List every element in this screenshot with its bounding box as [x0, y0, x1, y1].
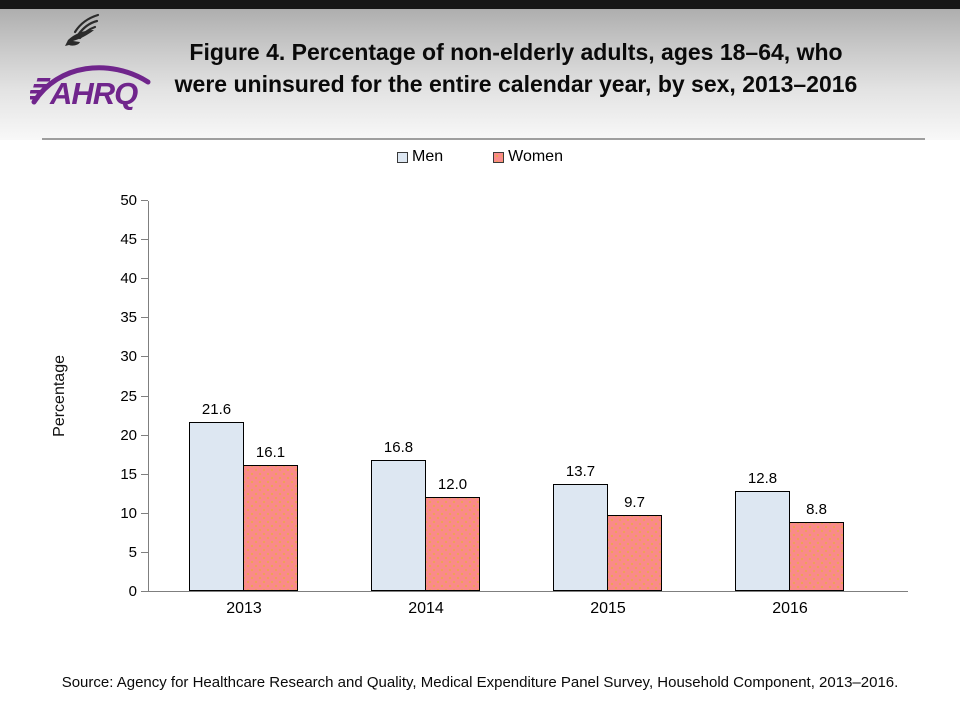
y-tick-label-45: 45	[120, 231, 137, 249]
y-tick-mark-35	[141, 317, 148, 319]
y-axis-title: Percentage	[51, 355, 68, 437]
y-tick-label-40: 40	[120, 270, 137, 288]
bar-women-2013	[243, 465, 298, 591]
top-black-bar	[0, 0, 960, 9]
bar-women-2014	[425, 497, 480, 591]
y-tick-mark-40	[141, 278, 148, 280]
value-label-men-2015: 13.7	[565, 463, 596, 480]
y-tick-mark-0	[141, 591, 148, 592]
value-label-women-2013: 16.1	[255, 444, 286, 461]
x-category-label-2013: 2013	[226, 600, 262, 617]
svg-text:AHRQ: AHRQ	[49, 76, 138, 110]
y-tick-label-20: 20	[120, 426, 137, 444]
y-tick-label-35: 35	[120, 309, 137, 327]
legend-item-men: Men	[397, 148, 443, 166]
y-tick-label-50: 50	[120, 192, 137, 209]
value-label-men-2013: 21.6	[201, 401, 232, 418]
y-tick-mark-10	[141, 512, 148, 514]
chart-legend: Men Women	[0, 146, 960, 168]
page-title-line-1: Figure 4. Percentage of non-elderly adul…	[189, 39, 843, 65]
value-label-men-2016: 12.8	[747, 470, 778, 487]
source-note: Source: Agency for Healthcare Research a…	[61, 674, 899, 691]
eagle-body	[65, 30, 94, 46]
bar-men-2015	[553, 484, 608, 591]
legend-swatch-men	[397, 151, 409, 163]
y-tick-label-0: 0	[128, 583, 137, 600]
ahrq-wordmark: AHRQ	[30, 65, 151, 110]
y-tick-label-5: 5	[128, 543, 137, 561]
y-tick-label-10: 10	[120, 504, 137, 522]
x-category-label-2014: 2014	[408, 600, 444, 617]
value-label-men-2014: 16.8	[383, 439, 414, 456]
page-title: Figure 4. Percentage of non-elderly adul…	[110, 36, 922, 100]
value-label-women-2014: 12.0	[437, 476, 468, 493]
legend-label-men: Men	[412, 148, 444, 165]
y-tick-label-15: 15	[120, 465, 137, 483]
bar-men-2013	[189, 422, 244, 591]
header-gradient-band	[0, 9, 960, 140]
bar-women-2015	[607, 515, 662, 591]
y-tick-label-30: 30	[120, 348, 137, 366]
page-title-line-2: were uninsured for the entire calendar y…	[174, 71, 858, 97]
y-tick-mark-50	[141, 200, 148, 201]
y-tick-mark-15	[141, 473, 148, 475]
legend-label-women: Women	[508, 148, 563, 165]
value-label-women-2015: 9.7	[624, 494, 645, 511]
header-divider-rule	[42, 138, 925, 140]
value-label-women-2016: 8.8	[806, 501, 827, 518]
x-category-label-2015: 2015	[590, 600, 626, 617]
y-tick-mark-30	[141, 356, 148, 358]
plot-area: Percentage 0 5 10 15 20 25 30 35 40 45 50 21.6 16.1 2…	[51, 192, 908, 617]
bar-women-2016	[789, 522, 844, 591]
y-tick-mark-20	[141, 434, 148, 436]
y-tick-mark-45	[141, 239, 148, 241]
y-tick-mark-25	[141, 395, 148, 397]
y-axis-title-wrap: Percentage	[49, 201, 71, 591]
hhs-eagle-icon	[65, 13, 100, 46]
ahrq-logo-block: AHRQ	[28, 10, 158, 110]
y-tick-label-25: 25	[120, 387, 137, 405]
y-tick-mark-5	[141, 551, 148, 553]
legend-item-women: Women	[493, 148, 563, 166]
x-category-label-2016: 2016	[772, 600, 808, 617]
legend-swatch-women	[493, 151, 505, 163]
